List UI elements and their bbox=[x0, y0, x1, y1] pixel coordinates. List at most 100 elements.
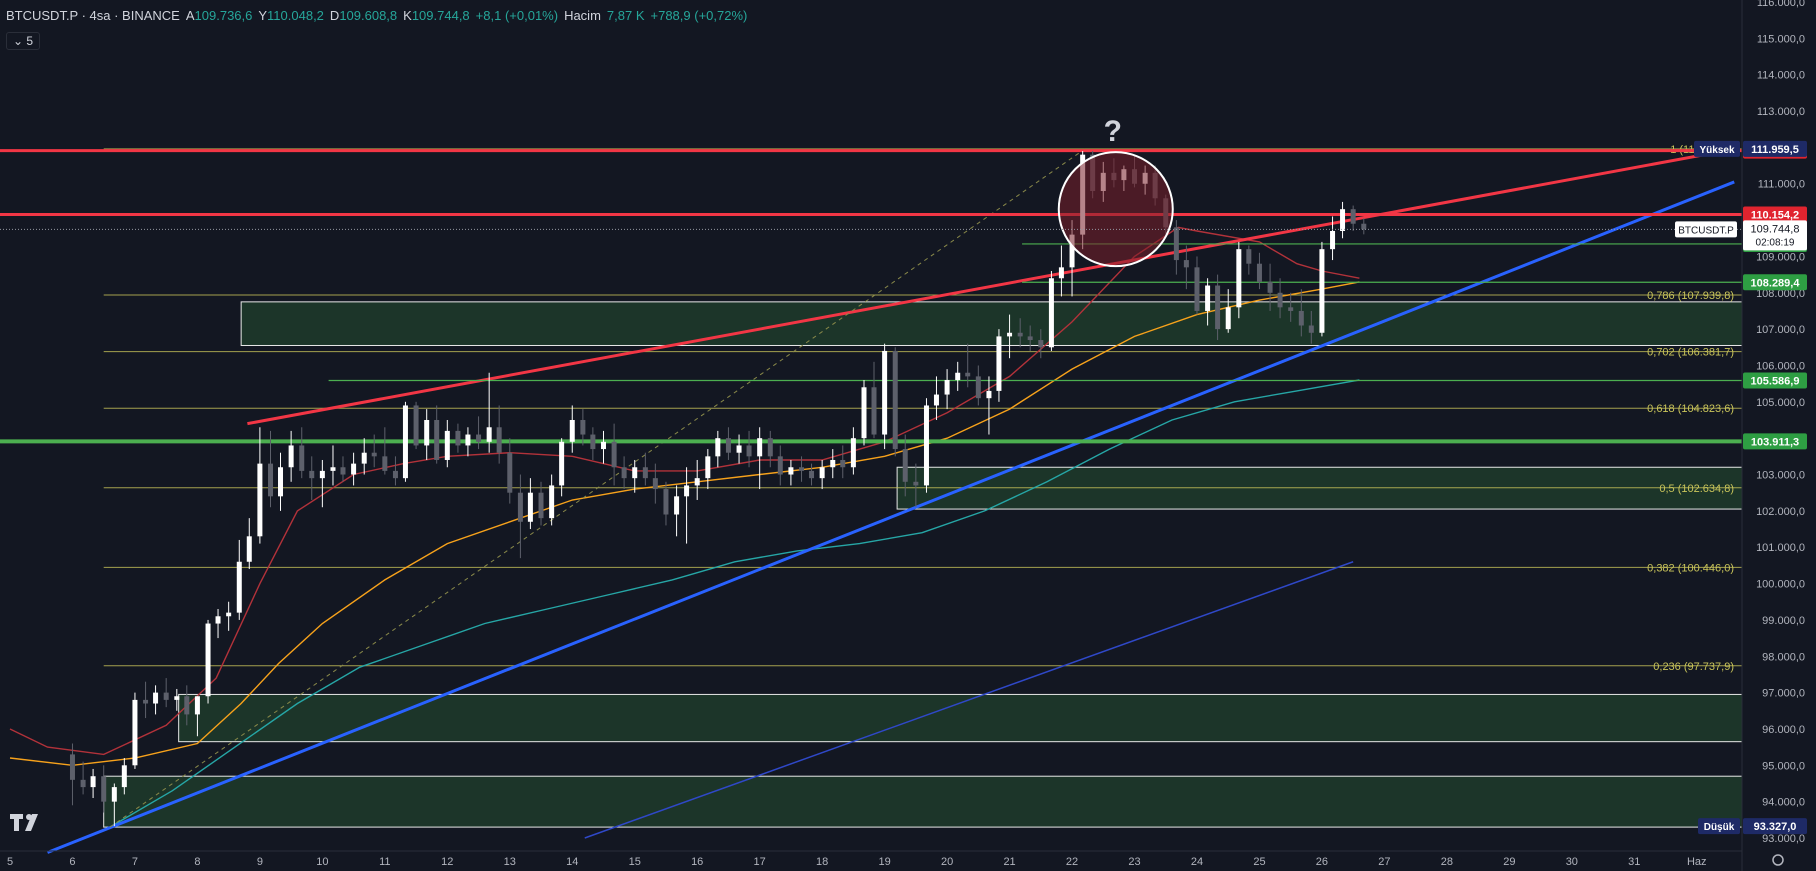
time-axis-tick: 9 bbox=[257, 856, 263, 868]
candle-up bbox=[986, 390, 992, 399]
candle-up bbox=[319, 470, 325, 479]
candle-up bbox=[944, 380, 950, 395]
high-label: Y bbox=[258, 8, 268, 23]
candle-down bbox=[652, 478, 658, 490]
candle-down bbox=[268, 463, 274, 497]
candle-up bbox=[257, 463, 263, 537]
candle-down bbox=[663, 489, 669, 515]
time-axis-tick: 23 bbox=[1128, 856, 1140, 868]
candle-down bbox=[642, 467, 648, 479]
candle-down bbox=[1194, 267, 1200, 311]
level-price-tag-label: 110.154,2 bbox=[1751, 209, 1799, 221]
symbol-tag-box bbox=[1675, 221, 1737, 238]
candle-down bbox=[392, 470, 398, 479]
ma_teal-line bbox=[109, 379, 1360, 828]
candle-down bbox=[382, 456, 388, 471]
time-axis-tick: 22 bbox=[1066, 856, 1078, 868]
time-axis-tick: 10 bbox=[316, 856, 328, 868]
time-axis-tick: 28 bbox=[1441, 856, 1453, 868]
low-label-box bbox=[1698, 818, 1740, 835]
symbol-title[interactable]: BTCUSDT.P · 4sa · BINANCE bbox=[6, 8, 180, 23]
candle-down bbox=[371, 452, 377, 457]
candle-down bbox=[413, 405, 419, 446]
candle-up bbox=[757, 438, 763, 457]
candle-up bbox=[684, 485, 690, 497]
close-label: K bbox=[403, 8, 412, 23]
candle-down bbox=[777, 456, 783, 475]
price-axis-tick: 93.000,0 bbox=[1762, 833, 1805, 845]
candle-up bbox=[194, 696, 200, 715]
candle-up bbox=[1330, 230, 1336, 250]
candle-up bbox=[1340, 209, 1346, 231]
candle-up bbox=[1048, 278, 1054, 348]
time-axis-tick: 21 bbox=[1003, 856, 1015, 868]
low-label: Düşük bbox=[1704, 822, 1735, 833]
candle-down bbox=[143, 699, 149, 704]
time-axis-tick: 15 bbox=[629, 856, 641, 868]
candle-down bbox=[455, 430, 461, 446]
candle-up bbox=[569, 420, 575, 442]
symbol-header: BTCUSDT.P · 4sa · BINANCE A109.736,6 Y11… bbox=[6, 8, 747, 23]
candle-up bbox=[674, 496, 680, 515]
volume-value: 7,87 K bbox=[606, 8, 645, 23]
candle-down bbox=[725, 438, 731, 453]
fib-level-label: 0,5 (102.634,8) bbox=[1659, 483, 1734, 495]
candle-up bbox=[861, 387, 867, 439]
last-price: 109.744,8 bbox=[1751, 223, 1800, 235]
indicators-toggle[interactable]: ⌄ 5 bbox=[6, 32, 41, 50]
price-axis-tick: 106.000,0 bbox=[1756, 360, 1805, 372]
candle-down bbox=[1298, 310, 1304, 326]
price-axis-tick: 103.000,0 bbox=[1756, 470, 1805, 482]
candle-down bbox=[496, 427, 502, 453]
candle-down bbox=[507, 452, 513, 493]
indicators-count: 5 bbox=[26, 34, 34, 48]
candle-up bbox=[486, 427, 492, 442]
candle-up bbox=[1205, 285, 1211, 311]
candle-down bbox=[1361, 223, 1367, 230]
candle-down bbox=[799, 467, 805, 471]
level-price-tag bbox=[1743, 274, 1807, 291]
candle-down bbox=[1246, 249, 1252, 264]
candle-up bbox=[215, 616, 221, 624]
level-price-tag bbox=[1743, 433, 1807, 450]
candle-down bbox=[1173, 227, 1179, 261]
price-axis-tick: 97.000,0 bbox=[1762, 688, 1805, 700]
high-value-box bbox=[1743, 140, 1807, 157]
candle-up bbox=[444, 430, 450, 460]
low-value-box bbox=[1743, 818, 1807, 835]
candle-down bbox=[746, 445, 752, 457]
price-axis-tick: 96.000,0 bbox=[1762, 724, 1805, 736]
time-axis-tick: 20 bbox=[941, 856, 953, 868]
candle-up bbox=[402, 405, 408, 479]
candle-up bbox=[527, 492, 533, 522]
candle-down bbox=[621, 467, 627, 479]
trendline-blue_dim bbox=[584, 561, 1354, 839]
candle-up bbox=[121, 765, 127, 788]
candle-down bbox=[1308, 325, 1314, 333]
price-axis-tick: 107.000,0 bbox=[1756, 324, 1805, 336]
candle-up bbox=[246, 536, 252, 562]
price-axis-tick: 114.000,0 bbox=[1757, 70, 1805, 82]
trendline-blue bbox=[46, 180, 1735, 854]
candle-up bbox=[788, 467, 794, 475]
level-price-tag bbox=[1743, 206, 1807, 223]
candle-down bbox=[965, 372, 971, 377]
open-label: A bbox=[185, 8, 195, 23]
demand-zone bbox=[240, 301, 1743, 346]
time-axis-tick: 29 bbox=[1503, 856, 1515, 868]
demand-zone bbox=[178, 693, 1743, 743]
price-axis-tick: 109.000,0 bbox=[1756, 251, 1805, 263]
high-label: Yüksek bbox=[1699, 145, 1734, 156]
price-axis-tick: 108.000,0 bbox=[1756, 288, 1805, 300]
time-axis-tick: 25 bbox=[1253, 856, 1265, 868]
candle-down bbox=[902, 449, 908, 482]
candle-down bbox=[767, 438, 773, 457]
time-axis-tick: 12 bbox=[441, 856, 453, 868]
candle-down bbox=[809, 470, 815, 479]
candle-up bbox=[205, 623, 211, 697]
level-price-tag-label: 103.911,3 bbox=[1751, 436, 1799, 448]
candle-down bbox=[184, 696, 190, 715]
price-axis-tick: 98.000,0 bbox=[1762, 651, 1805, 663]
candle-down bbox=[1350, 209, 1356, 224]
